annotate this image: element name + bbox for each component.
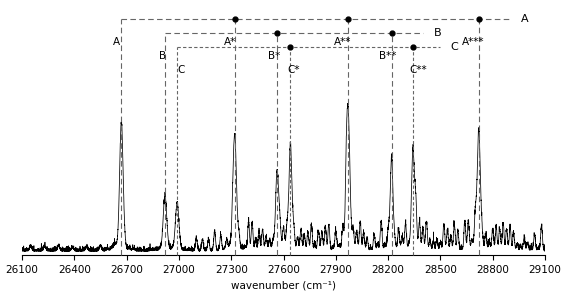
Text: A: A [521,14,528,24]
Text: A**: A** [334,37,352,47]
Text: B*: B* [268,51,280,61]
Text: C: C [177,65,184,75]
Text: B: B [159,51,166,61]
Text: A: A [113,37,120,47]
Text: C: C [451,42,459,52]
Text: C**: C** [409,65,426,75]
Text: A*: A* [224,37,236,47]
X-axis label: wavenumber (cm⁻¹): wavenumber (cm⁻¹) [231,280,336,290]
Text: C*: C* [287,65,300,75]
Text: A***: A*** [462,37,485,47]
Text: B**: B** [379,51,396,61]
Text: B: B [433,28,441,38]
